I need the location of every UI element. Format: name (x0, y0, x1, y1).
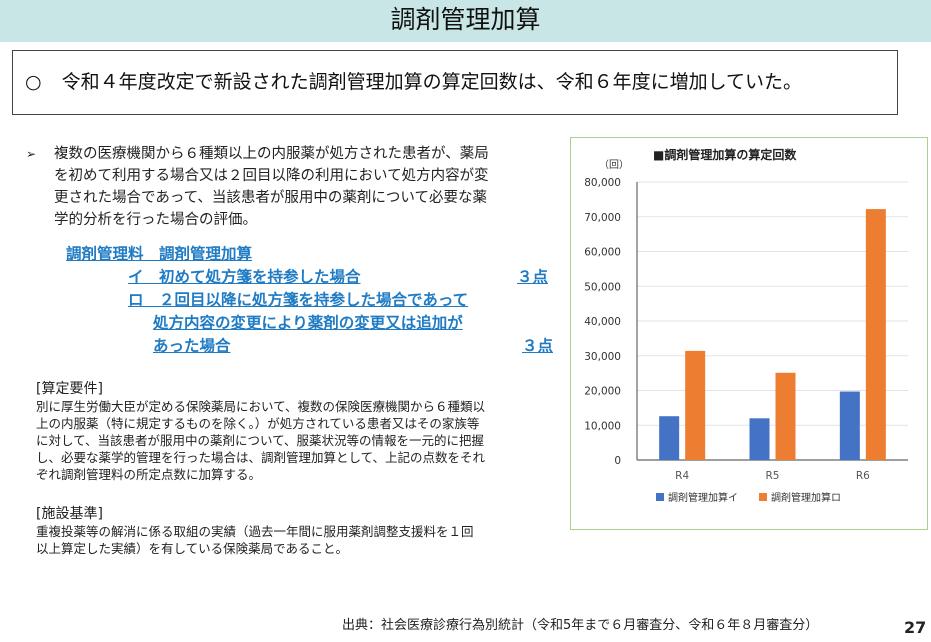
y-tick-label: 40,000 (584, 316, 621, 328)
y-tick-label: 80,000 (584, 177, 621, 189)
y-tick-label: 30,000 (584, 351, 621, 363)
fee-ro-line3: あった場合 (153, 337, 231, 355)
description-line: を初めて利用する場合又は２回目以降の利用において処方内容が変 (54, 168, 489, 184)
fee-ro-line2: 処方内容の変更により薬剤の変更又は追加が (153, 314, 463, 332)
fee-ro-points: ３点 (522, 337, 554, 355)
summary-text: 令和４年度改定で新設された調剤管理加算の算定回数は、令和６年度に増加していた。 (61, 71, 803, 93)
y-tick-label: 60,000 (584, 247, 621, 259)
facility-section: [施設基準] 重複投薬等の解消に係る取組の実績（過去一年間に服用薬剤調整支援料を… (36, 505, 474, 557)
fee-i-label: イ 初めて処方箋を持参した場合 (128, 268, 361, 286)
legend-label: 調剤管理加算ロ (771, 491, 841, 504)
source-note: 出典：社会医療診療行為別統計（令和5年まで６月審査分、令和６年８月審査分） (342, 618, 819, 633)
requirements-line: 別に厚生労働大臣が定める保険薬局において、複数の保険医療機関から６種類以 (36, 399, 486, 414)
fee-ro-line1: ロ ２回目以降に処方箋を持参した場合であって (128, 291, 469, 309)
requirements-heading: [算定要件] (36, 381, 103, 397)
facility-heading: [施設基準] (36, 506, 103, 522)
y-tick-label: 0 (614, 455, 621, 467)
y-tick-label: 10,000 (584, 420, 621, 432)
x-tick-label: R5 (766, 470, 780, 482)
page-header: 調剤管理加算 (0, 0, 931, 42)
bar-R6-1 (839, 391, 860, 460)
fee-heading: 調剤管理料 調剤管理加算 (66, 245, 253, 263)
page-title: 調剤管理加算 (390, 5, 541, 34)
x-tick-label: R4 (675, 470, 689, 482)
chart-title: ■調剤管理加算の算定回数 (653, 147, 797, 162)
arrow-bullet-icon: ➢ (26, 147, 37, 161)
circle-mark: ○ (25, 71, 42, 93)
bar-R5-1 (749, 418, 770, 460)
facility-line: 重複投薬等の解消に係る取組の実績（過去一年間に服用薬剤調整支援料を１回 (36, 524, 474, 539)
y-tick-label: 20,000 (584, 386, 621, 398)
legend-label: 調剤管理加算イ (668, 491, 738, 504)
chart-container: ■調剤管理加算の算定回数 （回） 0 10,000 20,000 30,000 40,0… (570, 137, 928, 530)
legend-swatch (656, 493, 664, 501)
bar-R5-2 (775, 372, 796, 460)
requirements-line: ぞれ調剤管理料の所定点数に加算する。 (36, 467, 262, 482)
description: ➢ 複数の医療機関から６種類以上の内服薬が処方された患者が、薬局 を初めて利用す… (26, 143, 564, 231)
requirements-line: し、必要な薬学的管理を行った場合は、調剤管理加算として、上記の点数をそれ (36, 450, 486, 465)
description-line: 複数の医療機関から６種類以上の内服薬が処方された患者が、薬局 (54, 146, 489, 162)
y-tick-label: 70,000 (584, 212, 621, 224)
requirements-section: [算定要件] 別に厚生労働大臣が定める保険薬局において、複数の保険医療機関から６… (36, 380, 485, 483)
y-tick-label: 50,000 (584, 281, 621, 293)
fee-i-points: ３点 (517, 268, 549, 286)
bar-R4-1 (659, 416, 680, 460)
description-line: 学的分析を行った場合の評価。 (54, 212, 257, 228)
requirements-line: に対して、当該患者が服用中の薬剤について、服薬状況等の情報を一元的に把握 (36, 433, 485, 448)
page-number: 27 (904, 618, 927, 637)
y-axis-unit: （回） (599, 159, 629, 171)
x-tick-label: R6 (856, 470, 870, 482)
bar-R6-2 (865, 209, 886, 460)
legend-swatch (759, 493, 767, 501)
bar-R4-2 (685, 350, 706, 460)
bar-chart: ■調剤管理加算の算定回数 （回） 0 10,000 20,000 30,000 40,0… (584, 147, 908, 504)
requirements-line: 上の内服薬（特に規定するものを除く。）が処方されている患者又はその家族等 (36, 416, 480, 431)
facility-line: 以上算定した実績）を有している保険薬局であること。 (36, 541, 349, 556)
description-line: 更された場合であって、当該患者が服用中の薬剤について必要な薬 (54, 190, 487, 206)
summary-box: ○ 令和４年度改定で新設された調剤管理加算の算定回数は、令和６年度に増加していた。 (12, 50, 898, 115)
